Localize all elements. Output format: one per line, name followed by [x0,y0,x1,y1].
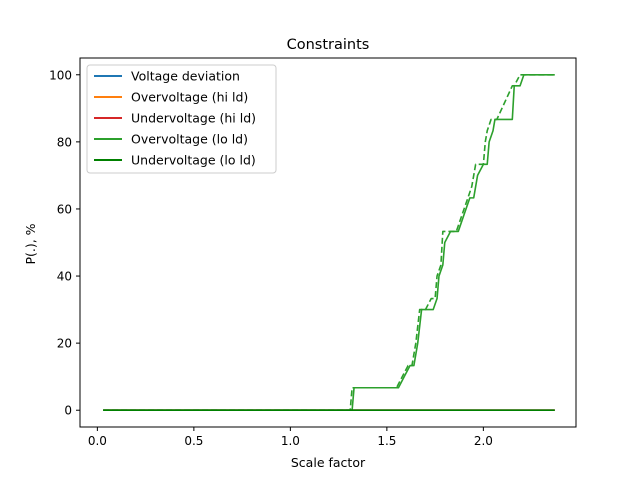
legend-label: Undervoltage (lo ld) [131,153,256,168]
legend: Voltage deviation Overvoltage (hi ld) Unde… [86,64,277,174]
legend-label: Voltage deviation [131,69,240,84]
y-tick-label: 100 [49,68,72,82]
x-tick-label: 2.0 [474,434,493,448]
x-tick-label: 0.0 [88,434,107,448]
y-tick-label: 80 [57,135,72,149]
x-tick-label: 1.0 [281,434,300,448]
x-tick-label: 1.5 [377,434,396,448]
legend-label: Undervoltage (hi ld) [131,111,256,126]
legend-label: Overvoltage (hi ld) [131,90,248,105]
y-tick-label: 20 [57,337,72,351]
legend-label: Overvoltage (lo ld) [131,132,248,147]
series-line-4 [103,73,555,412]
x-axis-label: Scale factor [291,455,366,470]
plot-area-frame [79,57,577,428]
y-tick-label: 40 [57,270,72,284]
legend-box [86,64,277,174]
chart-title: Constraints [287,37,370,53]
legend-items: Voltage deviation Overvoltage (hi ld) Unde… [94,69,256,168]
y-tick-label: 0 [64,404,72,418]
y-axis-label: P(.), % [23,223,38,264]
y-tick-label: 60 [57,202,72,216]
x-axis-ticks: 0.0 0.5 1.0 1.5 2.0 [88,427,493,448]
x-tick-label: 0.5 [184,434,203,448]
y-axis-ticks: 0 20 40 60 80 100 [49,68,80,418]
series-layer [103,73,555,412]
